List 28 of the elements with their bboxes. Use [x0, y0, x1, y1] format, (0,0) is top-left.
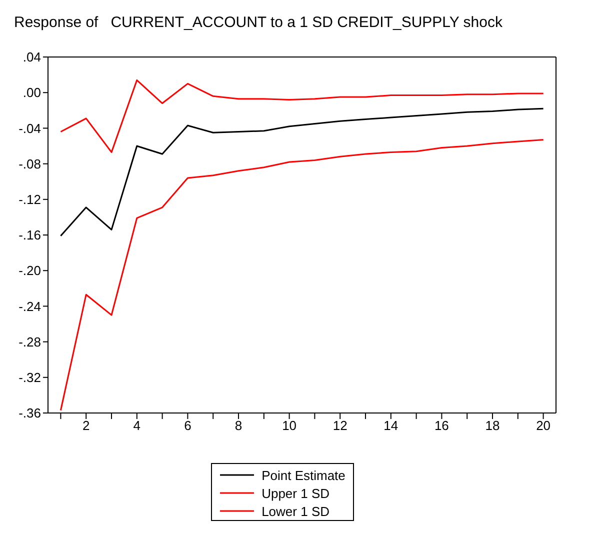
x-tick-label: 20: [536, 418, 551, 434]
y-tick-label: -.24: [18, 298, 41, 314]
x-tick-label: 2: [82, 418, 90, 434]
legend-label: Lower 1 SD: [262, 504, 330, 518]
y-tick-label: -.28: [18, 334, 41, 350]
legend-label: Upper 1 SD: [262, 486, 330, 500]
y-tick-label: -.36: [18, 406, 41, 421]
x-tick-label: 16: [434, 418, 449, 434]
legend-label: Point Estimate: [262, 468, 346, 482]
y-tick-label: -.32: [18, 370, 41, 386]
y-tick-label: -.08: [18, 156, 41, 172]
line-series: [60, 139, 544, 412]
y-tick-label: -.16: [18, 228, 41, 243]
y-tick-label: -.12: [18, 192, 41, 208]
x-tick-label: 10: [282, 418, 297, 434]
line-series: [60, 79, 544, 153]
x-tick-label: 14: [384, 418, 398, 434]
x-tick-label: 8: [234, 418, 242, 434]
x-tick-label: 18: [485, 418, 500, 434]
chart-title: Response of CURRENT_ACCOUNT to a 1 SD CREDIT_SUPPLY shock: [13, 13, 504, 31]
x-tick-label: 12: [332, 418, 348, 434]
line-series: [60, 108, 544, 237]
y-tick-label: .04: [22, 50, 41, 65]
y-tick-label: .00: [22, 85, 41, 100]
y-tick-label: -.04: [18, 120, 41, 136]
y-tick-label: -.20: [18, 263, 41, 278]
x-tick-label: 4: [133, 418, 141, 434]
x-tick-label: 6: [184, 418, 192, 434]
